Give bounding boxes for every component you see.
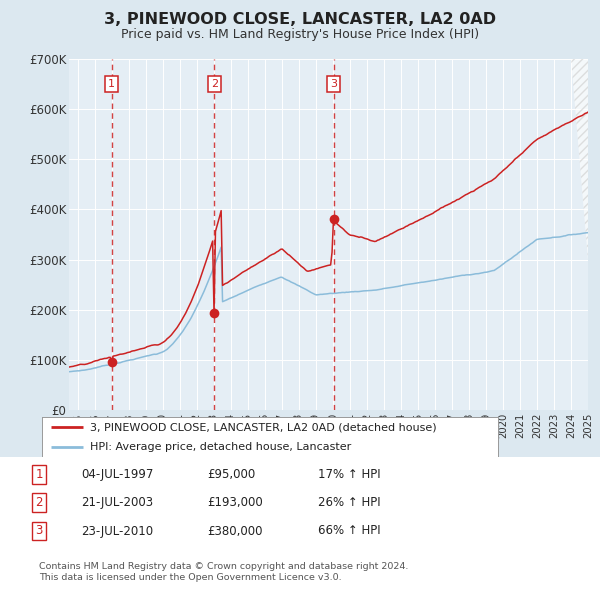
Text: £193,000: £193,000 (207, 496, 263, 509)
Text: 1: 1 (35, 468, 43, 481)
Text: 21-JUL-2003: 21-JUL-2003 (81, 496, 153, 509)
Text: 17% ↑ HPI: 17% ↑ HPI (318, 468, 380, 481)
Text: 3, PINEWOOD CLOSE, LANCASTER, LA2 0AD (detached house): 3, PINEWOOD CLOSE, LANCASTER, LA2 0AD (d… (90, 422, 437, 432)
Text: 3, PINEWOOD CLOSE, LANCASTER, LA2 0AD: 3, PINEWOOD CLOSE, LANCASTER, LA2 0AD (104, 12, 496, 27)
Text: 3: 3 (330, 79, 337, 89)
Text: Contains HM Land Registry data © Crown copyright and database right 2024.
This d: Contains HM Land Registry data © Crown c… (39, 562, 409, 582)
Text: 04-JUL-1997: 04-JUL-1997 (81, 468, 154, 481)
Text: 26% ↑ HPI: 26% ↑ HPI (318, 496, 380, 509)
Text: 1: 1 (108, 79, 115, 89)
Text: 23-JUL-2010: 23-JUL-2010 (81, 525, 153, 537)
Polygon shape (571, 59, 588, 260)
Text: Price paid vs. HM Land Registry's House Price Index (HPI): Price paid vs. HM Land Registry's House … (121, 28, 479, 41)
Text: 3: 3 (35, 525, 43, 537)
Text: £380,000: £380,000 (207, 525, 263, 537)
Text: HPI: Average price, detached house, Lancaster: HPI: Average price, detached house, Lanc… (90, 442, 351, 452)
Text: 2: 2 (211, 79, 218, 89)
Text: 2: 2 (35, 496, 43, 509)
Text: £95,000: £95,000 (207, 468, 255, 481)
Text: 66% ↑ HPI: 66% ↑ HPI (318, 525, 380, 537)
